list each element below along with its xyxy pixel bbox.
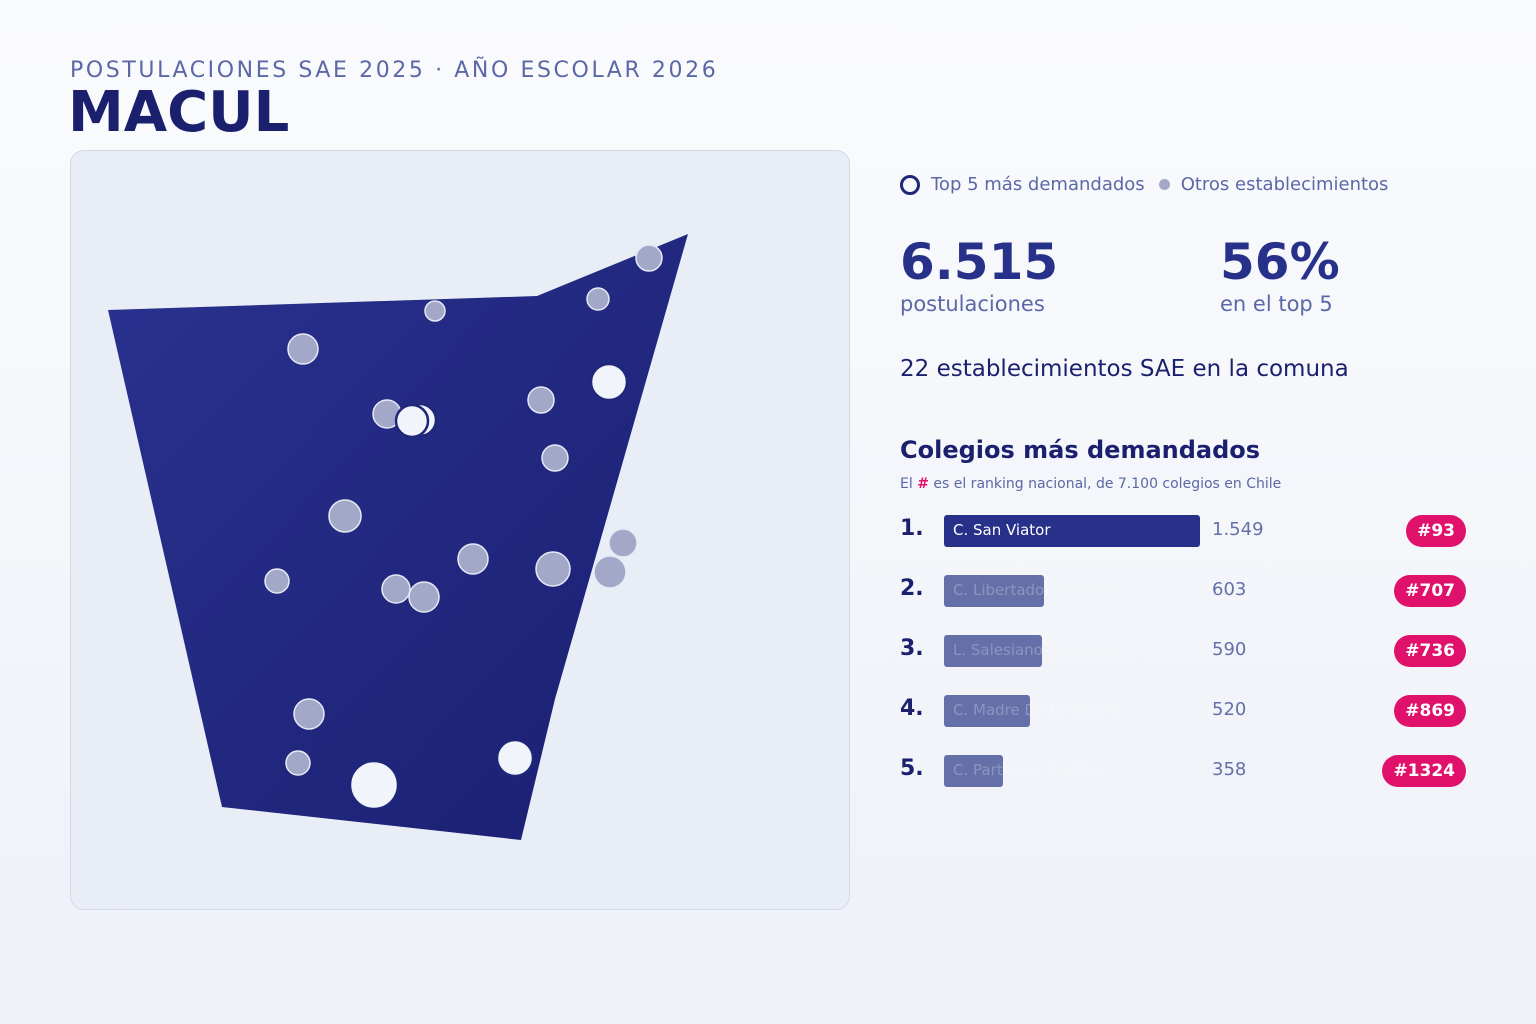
applications-value: 6.515 [900, 233, 1059, 291]
top5-school-marker [348, 759, 400, 811]
top5-share-label: en el top 5 [1220, 292, 1333, 316]
top5-share-value: 56% [1220, 233, 1340, 291]
other-dot-icon [1158, 179, 1170, 190]
school-name: C. San Viator [953, 521, 1051, 539]
school-marker [264, 568, 290, 594]
ranking-row: 1. C. San Viator 1.549 #93 [900, 514, 1466, 548]
rank-bar-track: L. Salesiano Camilo Or [944, 635, 1200, 667]
ranking-title: Colegios más demandados [900, 436, 1261, 464]
rank-bar [944, 755, 1003, 787]
ranking-note: El # es el ranking nacional, de 7.100 co… [900, 476, 1281, 492]
national-rank-badge: #869 [1394, 695, 1466, 727]
school-marker [527, 386, 555, 414]
school-marker [586, 287, 610, 311]
rank-position: 3. [900, 636, 924, 661]
stat-top5-share: 56% en el top 5 [1220, 232, 1340, 316]
rank-bar-track: C. San Viator [944, 515, 1200, 547]
ranking-row: 3. L. Salesiano Camilo Or 590 #736 [900, 634, 1466, 668]
school-markers [264, 244, 663, 811]
top5-school-marker [589, 362, 629, 402]
school-marker [541, 444, 569, 472]
school-name: C. Libertador Simon Bo [953, 581, 1127, 599]
schools-count: 22 establecimientos SAE en la comuna [900, 356, 1349, 382]
school-marker [593, 555, 627, 589]
ranking-row: 4. C. Madre De La Divina 520 #869 [900, 694, 1466, 728]
ranking-row: 2. C. Libertador Simon Bo 603 #707 [900, 574, 1466, 608]
legend-others-label: Otros establecimientos [1180, 174, 1389, 195]
map-legend: Top 5 más demandados Otros establecimien… [900, 174, 1388, 195]
school-marker [408, 581, 440, 613]
rank-position: 4. [900, 696, 924, 721]
rank-position: 2. [900, 576, 924, 601]
school-marker [285, 750, 311, 776]
school-name: C. Madre De La Divina [953, 701, 1120, 719]
national-rank-badge: #736 [1394, 635, 1466, 667]
map-panel [70, 150, 850, 910]
top5-school-marker [394, 403, 430, 439]
rank-position: 1. [900, 516, 924, 541]
page-title: MACUL [68, 80, 290, 145]
school-marker [328, 499, 362, 533]
comuna-boundary [108, 234, 688, 840]
school-name: C. Particular El Alba [953, 761, 1101, 779]
rank-position: 5. [900, 756, 924, 781]
stat-applications: 6.515 postulaciones [900, 232, 1058, 316]
national-rank-badge: #1324 [1382, 755, 1466, 787]
rank-bar [944, 635, 1042, 667]
applications-count: 590 [1212, 639, 1247, 660]
top5-ring-icon [900, 174, 920, 195]
applications-count: 520 [1212, 699, 1247, 720]
applications-count: 358 [1212, 759, 1247, 780]
rank-bar-track: C. Libertador Simon Bo [944, 575, 1200, 607]
subtitle: POSTULACIONES SAE 2025 · AÑO ESCOLAR 202… [70, 58, 719, 83]
ranking-note-hash: # [917, 476, 929, 492]
ranking-note-suffix: es el ranking nacional, de 7.100 colegio… [928, 476, 1282, 492]
school-marker [608, 528, 638, 558]
ranking-row: 5. C. Particular El Alba 358 #1324 [900, 754, 1466, 788]
school-marker [457, 543, 489, 575]
school-marker [293, 698, 325, 730]
rank-bar-track: C. Madre De La Divina [944, 695, 1200, 727]
ranking-note-prefix: El [900, 476, 918, 492]
legend-top5-label: Top 5 más demandados [931, 174, 1145, 195]
rank-bar-track: C. Particular El Alba [944, 755, 1200, 787]
national-rank-badge: #707 [1394, 575, 1466, 607]
rank-bar [944, 575, 1044, 607]
school-marker [287, 333, 319, 365]
applications-label: postulaciones [900, 292, 1045, 316]
rank-bar [944, 515, 1200, 547]
applications-count: 1.549 [1212, 519, 1264, 540]
school-marker [635, 244, 663, 272]
rank-bar [944, 695, 1030, 727]
school-marker [381, 574, 411, 604]
applications-count: 603 [1212, 579, 1247, 600]
national-rank-badge: #93 [1406, 515, 1466, 547]
school-name: L. Salesiano Camilo Or [953, 641, 1123, 659]
school-marker [424, 300, 446, 322]
top5-school-marker [495, 738, 535, 778]
school-marker [535, 551, 571, 587]
comuna-map [108, 234, 688, 840]
